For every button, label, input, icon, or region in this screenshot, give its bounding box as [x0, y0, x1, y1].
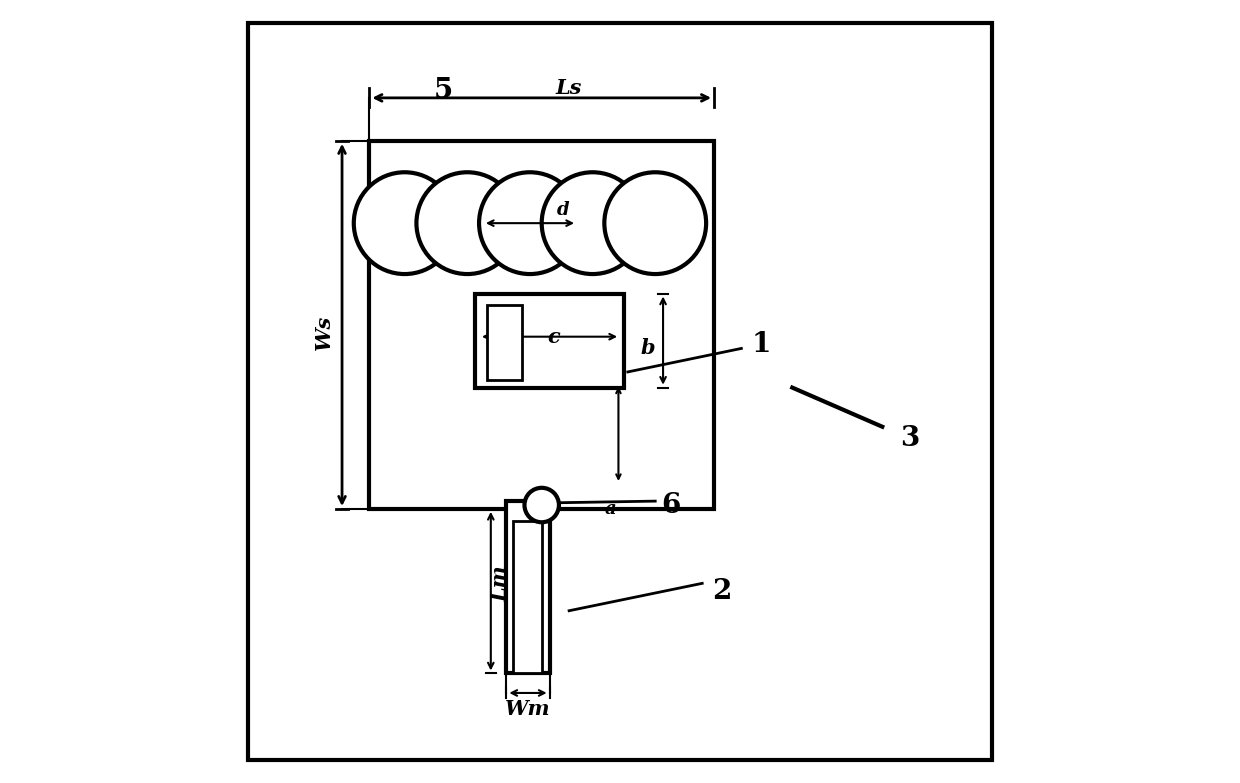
Bar — [506, 501, 549, 673]
Text: Lm: Lm — [491, 565, 511, 601]
Text: a: a — [605, 500, 616, 518]
Circle shape — [353, 172, 455, 274]
Text: 1: 1 — [751, 331, 770, 358]
Text: b: b — [640, 338, 655, 359]
Circle shape — [525, 488, 559, 522]
Circle shape — [542, 172, 644, 274]
Bar — [370, 141, 714, 509]
Circle shape — [479, 172, 580, 274]
Text: d: d — [557, 201, 569, 218]
Circle shape — [417, 172, 518, 274]
Text: Wm: Wm — [505, 698, 551, 719]
Text: 2: 2 — [712, 578, 732, 604]
Text: 5: 5 — [434, 77, 454, 103]
Text: c: c — [547, 327, 559, 347]
Text: Ls: Ls — [556, 78, 583, 98]
Bar — [512, 521, 542, 673]
Text: 3: 3 — [900, 425, 919, 452]
Text: 6: 6 — [661, 492, 681, 518]
Text: Ws: Ws — [314, 315, 334, 351]
Bar — [475, 294, 624, 388]
Circle shape — [604, 172, 706, 274]
Bar — [487, 305, 522, 380]
